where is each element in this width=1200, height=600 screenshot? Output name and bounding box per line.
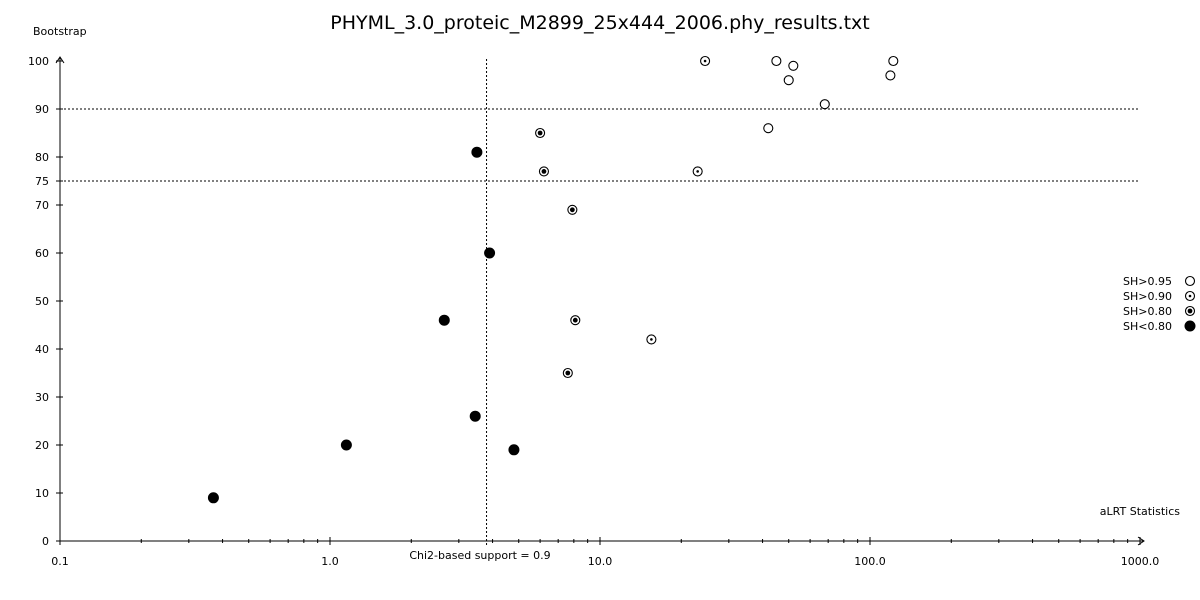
x-tick-label: 10.0 [588,555,613,568]
marker-fill [207,492,219,504]
legend-marker [1184,275,1196,287]
marker-dot [650,338,653,341]
marker-ring [819,99,830,110]
axes: 0 10 20 30 40 50 60 70 75 80 90 100 0.1 1.0 10.0 100.0 1… [28,55,1159,568]
marker-fill [484,247,496,259]
marker-dot [1187,308,1193,314]
legend-marker [1184,320,1196,332]
y-tick-label: 90 [35,103,49,116]
marker-dot [1188,294,1192,298]
y-tick-label: 30 [35,391,49,404]
data-point [535,127,546,139]
marker-dot [565,370,571,376]
marker-ring [771,55,782,67]
y-tick-label: 40 [35,343,49,356]
data-point [788,60,799,71]
data-point [340,439,352,451]
chart-title: PHYML_3.0_proteic_M2899_25x444_2006.phy_… [330,12,870,34]
data-point [700,55,711,67]
y-tick-label: 0 [42,535,49,548]
y-tick-label: 75 [35,175,49,188]
y-tick-label: 80 [35,151,49,164]
data-point [562,367,573,379]
data-point [783,75,794,86]
data-point [888,55,899,67]
marker-ring [885,70,896,81]
data-point [469,410,481,422]
data-point [646,334,657,345]
marker-fill [340,439,352,451]
marker-fill [471,146,483,158]
legend-label: SH>0.80 [1123,305,1172,318]
data-point [207,492,219,504]
marker-ring [1184,275,1196,287]
y-tick-label: 70 [35,199,49,212]
marker-ring [763,123,774,134]
legend-label: SH>0.95 [1123,275,1172,288]
x-tick-label: 0.1 [51,555,69,568]
data-point [763,123,774,134]
legend-marker [1184,290,1196,302]
data-point [692,166,703,177]
marker-ring [788,60,799,71]
y-tick-label: 20 [35,439,49,452]
marker-fill [438,314,450,326]
x-axis-label: aLRT Statistics [1100,505,1180,518]
legend-label: SH>0.90 [1123,290,1172,303]
reference-line-label: Chi2-based support = 0.9 [409,549,550,562]
data-point [471,146,483,158]
legend-marker [1184,305,1196,317]
data-point [771,55,782,67]
legend-label: SH<0.80 [1123,320,1172,333]
marker-fill [469,410,481,422]
marker-dot [569,207,575,213]
y-tick-label: 60 [35,247,49,260]
data-point [819,99,830,110]
reference-lines [60,59,1140,547]
marker-dot [541,169,547,174]
marker-dot [572,317,578,323]
y-tick-label: 50 [35,295,49,308]
data-point [885,70,896,81]
data-point [484,247,496,259]
x-tick-label: 1.0 [321,555,339,568]
marker-dot [703,59,707,63]
data-point [508,444,520,456]
x-tick-label: 1000.0 [1121,555,1160,568]
data-point [567,204,578,215]
marker-dot [696,170,699,173]
x-tick-label: 100.0 [854,555,886,568]
data-points [207,55,899,504]
marker-fill [1184,320,1196,332]
marker-ring [783,75,794,86]
marker-fill [508,444,520,456]
y-axis-label: Bootstrap [33,25,87,38]
data-point [438,314,450,326]
legend: SH>0.95 SH>0.90 SH>0.80 SH<0.80 [1123,275,1196,333]
marker-ring [888,55,899,67]
data-point [570,315,581,326]
y-tick-label: 100 [28,55,49,68]
data-point [538,166,549,177]
y-tick-label: 10 [35,487,49,500]
marker-dot [537,130,543,136]
